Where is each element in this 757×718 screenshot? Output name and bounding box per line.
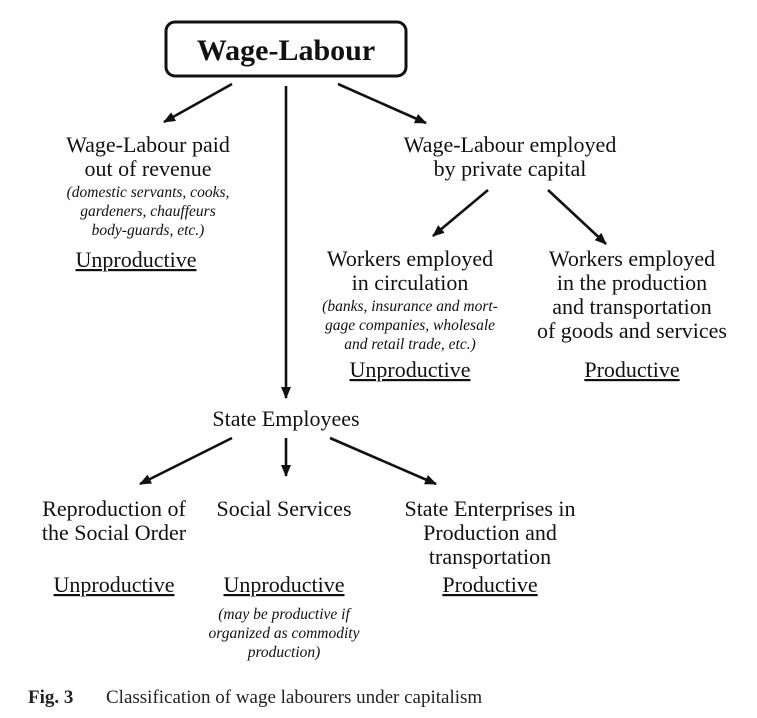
arrow-state-to-enterprises <box>329 436 437 486</box>
reproduction-heading-line-2: the Social Order <box>42 520 187 545</box>
production-heading-line-3: and transportation <box>552 294 711 319</box>
arrow-private-to-circulation <box>432 189 489 237</box>
arrow-private-to-production <box>547 189 607 245</box>
revenue-examples-line-1: (domestic servants, cooks, <box>67 184 230 201</box>
circulation-verdict: Unproductive <box>350 357 471 382</box>
revenue-verdict: Unproductive <box>76 247 197 272</box>
root-node: Wage-Labour <box>164 20 408 78</box>
production-heading-line-2: in the production <box>557 270 707 295</box>
production-node: Workers employed in the production and t… <box>537 246 727 382</box>
revenue-examples-line-2: gardeners, chauffeurs <box>80 203 215 220</box>
social-services-heading: Social Services <box>216 496 351 521</box>
arrow-state-to-reproduction <box>139 436 233 486</box>
revenue-heading-line-2: out of revenue <box>84 156 211 181</box>
social-services-verdict: Unproductive <box>224 572 345 597</box>
private-capital-node: Wage-Labour employed by private capital <box>404 132 617 181</box>
state-enterprises-heading-line-1: State Enterprises in <box>404 496 575 521</box>
circulation-heading-line-2: in circulation <box>352 270 469 295</box>
revenue-examples-line-3: body-guards, etc.) <box>92 222 205 239</box>
state-node: State Employees <box>212 406 359 431</box>
circulation-heading-line-1: Workers employed <box>327 246 493 271</box>
social-services-note-line-2: organized as commodity <box>209 625 360 642</box>
caption-label: Fig. 3 <box>28 687 73 708</box>
root-box <box>164 20 408 78</box>
production-heading-line-4: of goods and services <box>537 318 727 343</box>
reproduction-node: Reproduction of the Social Order Unprodu… <box>42 496 187 597</box>
production-heading-line-1: Workers employed <box>549 246 715 271</box>
reproduction-verdict: Unproductive <box>54 572 175 597</box>
production-verdict: Productive <box>584 357 679 382</box>
caption-text: Classification of wage labourers under c… <box>106 687 482 708</box>
reproduction-heading-line-1: Reproduction of <box>42 496 186 521</box>
root-title: Wage-Labour <box>197 34 375 67</box>
arrow-root-to-revenue <box>163 82 233 124</box>
state-heading: State Employees <box>212 406 359 431</box>
figure-caption: Fig. 3 Classification of wage labourers … <box>28 687 482 708</box>
state-enterprises-verdict: Productive <box>442 572 537 597</box>
private-capital-heading-line-2: by private capital <box>434 156 587 181</box>
circulation-examples-line-1: (banks, insurance and mort- <box>322 298 498 315</box>
revenue-heading-line-1: Wage-Labour paid <box>66 132 230 157</box>
state-enterprises-heading-line-2: Production and <box>423 520 557 545</box>
arrow-root-to-private-capital <box>337 82 427 125</box>
revenue-node: Wage-Labour paid out of revenue (domesti… <box>66 132 230 272</box>
state-enterprises-heading-line-3: transportation <box>429 544 551 569</box>
circulation-examples-line-2: gage companies, wholesale <box>325 317 495 334</box>
circulation-examples-line-3: and retail trade, etc.) <box>344 336 476 353</box>
private-capital-heading-line-1: Wage-Labour employed <box>404 132 617 157</box>
social-services-note-line-1: (may be productive if <box>218 606 352 623</box>
circulation-node: Workers employed in circulation (banks, … <box>322 246 498 382</box>
social-services-node: Social Services Unproductive (may be pro… <box>209 496 360 661</box>
social-services-note-line-3: production) <box>247 644 321 661</box>
state-enterprises-node: State Enterprises in Production and tran… <box>404 496 575 597</box>
